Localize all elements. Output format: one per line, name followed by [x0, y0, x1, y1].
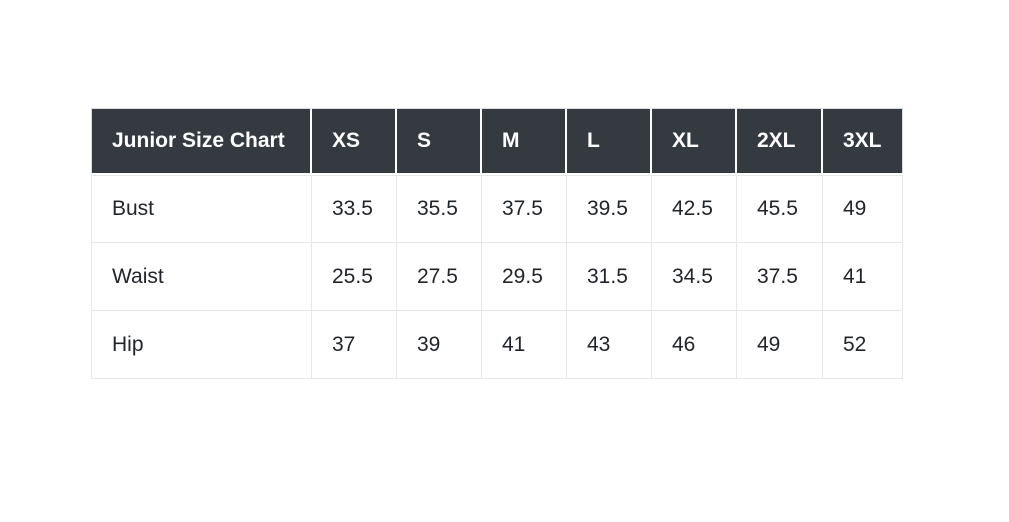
table-cell: 41 — [482, 311, 567, 379]
table-title-cell: Junior Size Chart — [91, 108, 312, 175]
table-cell: 49 — [737, 311, 823, 379]
column-header-m: M — [482, 108, 567, 175]
table-cell: 29.5 — [482, 243, 567, 311]
table-cell: 41 — [823, 243, 903, 311]
table-row-hip: Hip 37 39 41 43 46 49 52 — [91, 311, 903, 379]
column-header-l: L — [567, 108, 652, 175]
column-header-2xl: 2XL — [737, 108, 823, 175]
column-header-xs: XS — [312, 108, 397, 175]
table-cell: 42.5 — [652, 175, 737, 243]
table-cell: 33.5 — [312, 175, 397, 243]
table-cell: 39.5 — [567, 175, 652, 243]
column-header-s: S — [397, 108, 482, 175]
row-label: Hip — [91, 311, 312, 379]
table-cell: 52 — [823, 311, 903, 379]
column-header-3xl: 3XL — [823, 108, 903, 175]
table-row-waist: Waist 25.5 27.5 29.5 31.5 34.5 37.5 41 — [91, 243, 903, 311]
size-chart-table: Junior Size Chart XS S M L XL 2XL 3XL Bu… — [91, 108, 903, 379]
table-cell: 45.5 — [737, 175, 823, 243]
row-label: Waist — [91, 243, 312, 311]
table-cell: 31.5 — [567, 243, 652, 311]
table-cell: 49 — [823, 175, 903, 243]
table-header-row: Junior Size Chart XS S M L XL 2XL 3XL — [91, 108, 903, 175]
table-cell: 37.5 — [737, 243, 823, 311]
table-cell: 43 — [567, 311, 652, 379]
table-cell: 35.5 — [397, 175, 482, 243]
size-chart-container: Junior Size Chart XS S M L XL 2XL 3XL Bu… — [91, 108, 903, 379]
table-cell: 25.5 — [312, 243, 397, 311]
table-cell: 37.5 — [482, 175, 567, 243]
row-label: Bust — [91, 175, 312, 243]
table-cell: 39 — [397, 311, 482, 379]
table-cell: 27.5 — [397, 243, 482, 311]
table-cell: 46 — [652, 311, 737, 379]
column-header-xl: XL — [652, 108, 737, 175]
table-row-bust: Bust 33.5 35.5 37.5 39.5 42.5 45.5 49 — [91, 175, 903, 243]
table-cell: 34.5 — [652, 243, 737, 311]
table-cell: 37 — [312, 311, 397, 379]
